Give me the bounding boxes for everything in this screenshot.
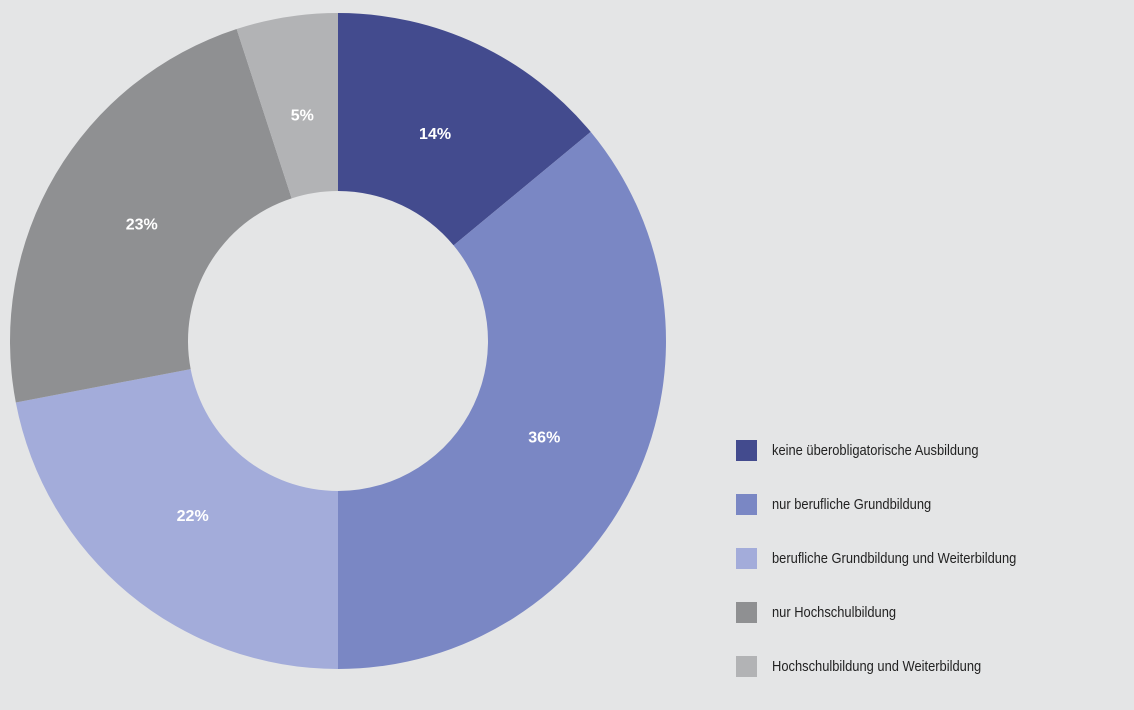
legend-swatch bbox=[736, 494, 757, 515]
slice-value-label: 5% bbox=[291, 107, 314, 124]
donut-slice-3 bbox=[9, 29, 292, 403]
donut-slice-0 bbox=[338, 13, 591, 246]
legend-label: nur berufliche Grundbildung bbox=[772, 496, 932, 513]
chart-legend: keine überobligatorische Ausbildung nur … bbox=[736, 440, 1134, 710]
legend-label: nur Hochschulbildung bbox=[772, 604, 897, 621]
legend-swatch bbox=[736, 602, 757, 623]
slice-value-label: 36% bbox=[528, 430, 560, 447]
donut-slice-2 bbox=[15, 369, 338, 669]
slice-value-label: 23% bbox=[126, 216, 158, 233]
legend-swatch bbox=[736, 440, 757, 461]
donut-slice-4 bbox=[236, 13, 338, 199]
slice-value-label: 22% bbox=[177, 508, 209, 525]
donut-chart: 14% 36% 22% 23% 5% bbox=[9, 13, 666, 669]
donut-slice-1 bbox=[338, 131, 666, 669]
legend-item-keine-ueberobligatorische-ausbildung: keine überobligatorische Ausbildung bbox=[736, 440, 1134, 461]
legend-item-nur-berufliche-grundbildung: nur berufliche Grundbildung bbox=[736, 494, 1134, 515]
legend-swatch bbox=[736, 656, 757, 677]
donut-slices bbox=[9, 13, 666, 669]
legend-label: berufliche Grundbildung und Weiterbildun… bbox=[772, 550, 1017, 567]
slice-labels: 14% 36% 22% 23% 5% bbox=[126, 107, 561, 525]
slice-value-label: 14% bbox=[419, 126, 451, 143]
legend-label: keine überobligatorische Ausbildung bbox=[772, 442, 979, 459]
legend-label: Hochschulbildung und Weiterbildung bbox=[772, 658, 982, 675]
legend-swatch bbox=[736, 548, 757, 569]
legend-item-hochschulbildung-und-weiterbildung: Hochschulbildung und Weiterbildung bbox=[736, 656, 1134, 677]
legend-item-nur-hochschulbildung: nur Hochschulbildung bbox=[736, 602, 1134, 623]
legend-item-berufliche-grundbildung-und-weiterbildung: berufliche Grundbildung und Weiterbildun… bbox=[736, 548, 1134, 569]
